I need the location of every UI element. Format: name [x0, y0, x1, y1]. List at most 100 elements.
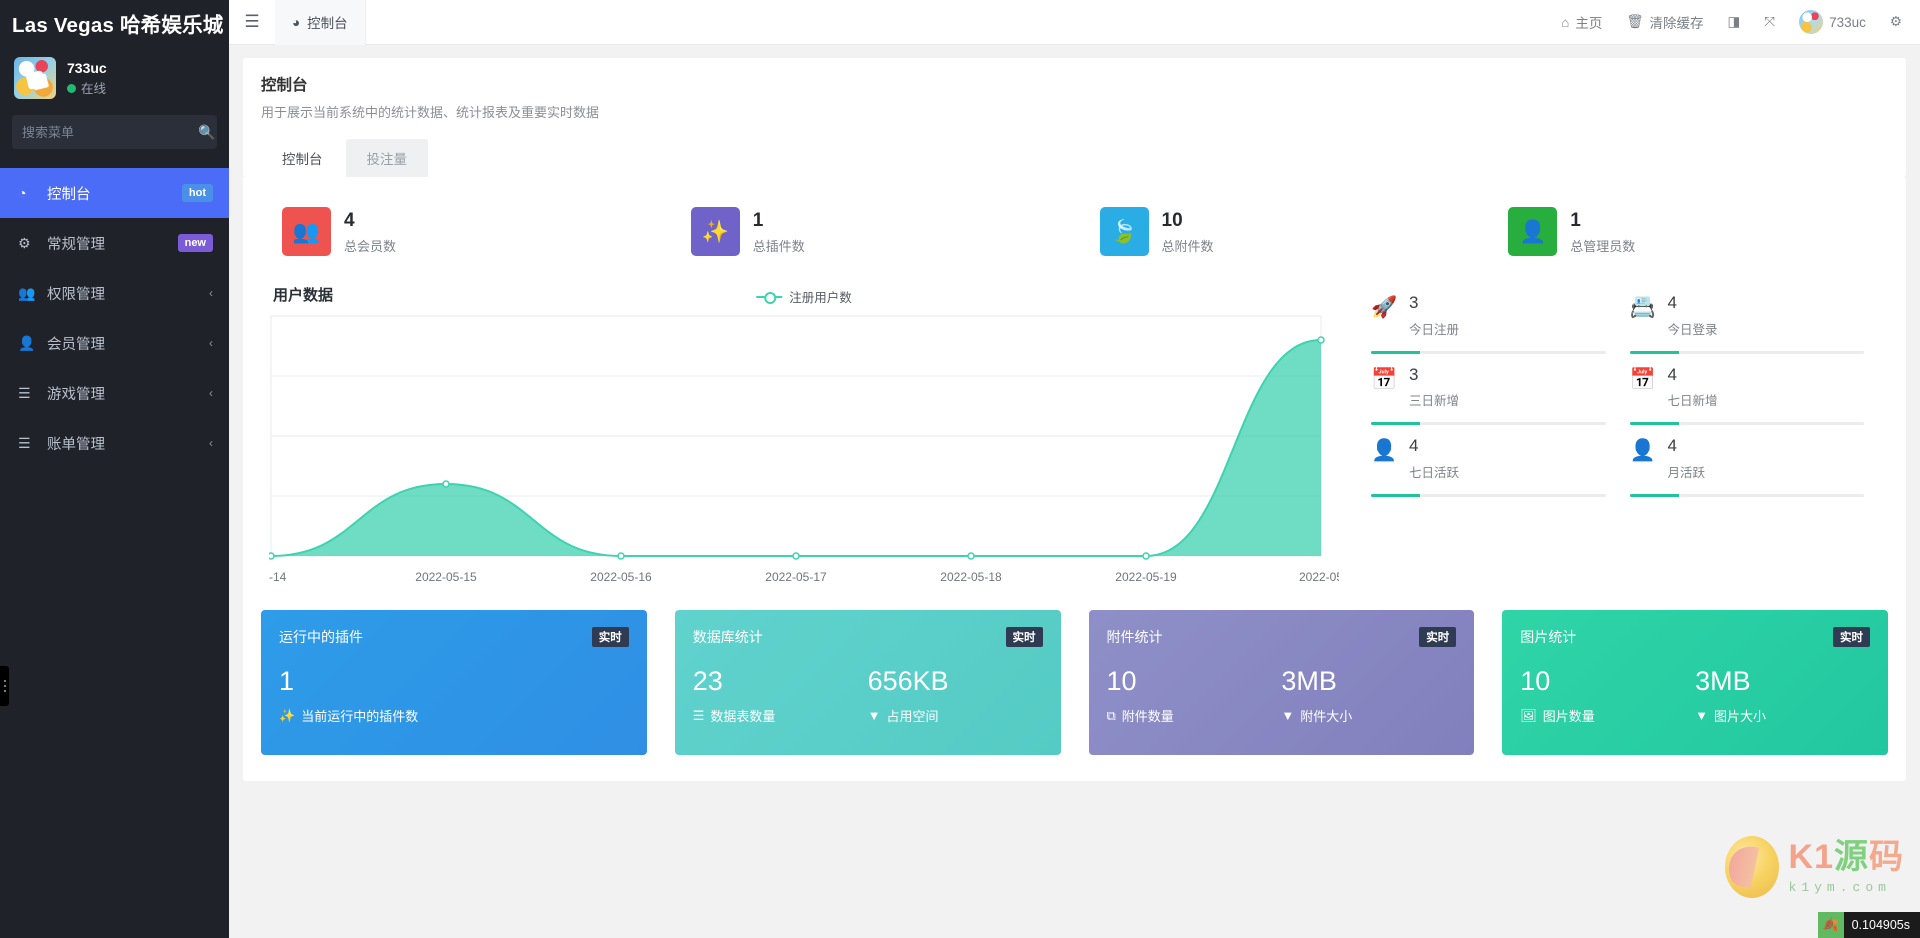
side-stat-progress	[1629, 494, 1864, 498]
side-stat-4[interactable]: 📅 4 七日新增	[1624, 354, 1883, 426]
cogs-icon: ⚙	[18, 234, 31, 251]
user-data-chart[interactable]: 用户数据 注册用户数	[269, 278, 1339, 568]
leaf-icon: 🍂	[1817, 912, 1844, 938]
hamburger-icon[interactable]: ☰	[244, 12, 260, 31]
watermark-cn1: 源	[1834, 838, 1869, 876]
render-timer: 🍂 0.104905s	[1817, 912, 1920, 938]
stat-tile-value: 4	[344, 209, 355, 231]
stat-tile-3[interactable]: 🍃 10 总附件数	[1075, 193, 1484, 270]
chart-legend[interactable]: 注册用户数	[756, 287, 852, 306]
side-stat-value: 3	[1409, 364, 1419, 384]
topbar-item-label: 清除缓存	[1649, 16, 1704, 31]
topbar-tabs: ◕ 控制台	[275, 0, 366, 45]
side-stat-label: 七日活跃	[1409, 466, 1460, 481]
sidebar-drag-handle[interactable]	[0, 666, 9, 706]
page-tab-2[interactable]: 投注量	[345, 139, 428, 177]
sidebar-item-5[interactable]: ☰ 游戏管理 ‹	[0, 368, 229, 418]
profile-status: 在线	[67, 81, 107, 98]
info-card-4[interactable]: 图片统计 实时 10 🖼 图片数量 3MB ▼ 图片大小	[1502, 610, 1888, 755]
side-stat-value: 3	[1409, 293, 1419, 312]
sidebar-item-label: 权限管理	[47, 286, 105, 303]
side-stats-grid: 🚀 3 今日注册 📇 4 今日登录 📅 3 三日新增 📅 4 七日新增 👤 4 七日活跃 👤 4 月活跃	[1365, 282, 1883, 498]
sidebar-item-2[interactable]: ⚙ 常规管理 new	[0, 218, 229, 268]
filter-icon: ▼	[1281, 708, 1295, 724]
stat-tile-label: 总管理员数	[1570, 238, 1636, 254]
trash-icon: 🗑	[1626, 14, 1644, 29]
sidebar: Las Vegas 哈希娱乐城 733uc 在线 🔍 ◔ 控制台 hot ⚙ 常规管理 n…	[0, 0, 229, 938]
sidebar-item-badge: hot	[181, 183, 213, 203]
x-tick-1: 05-14	[269, 570, 287, 584]
chart-title: 用户数据	[273, 287, 334, 304]
avatar	[1799, 10, 1824, 34]
topbar-item-2[interactable]: 🗑 清除缓存	[1626, 12, 1703, 32]
page-card: 控制台 用于展示当前系统中的统计数据、统计报表及重要实时数据 控制台 投注量	[243, 58, 1906, 177]
sidebar-item-6[interactable]: ☰ 账单管理 ‹	[0, 418, 229, 468]
topbar-item-4[interactable]: ⤧	[1764, 14, 1775, 30]
side-stat-3[interactable]: 📅 3 三日新增	[1365, 354, 1624, 426]
id-card-icon: 📇	[1629, 296, 1656, 319]
info-card-metric: 1 ✨ 当前运行中的插件数	[279, 667, 454, 725]
nav-tab-dashboard[interactable]: ◕ 控制台	[275, 0, 366, 45]
search-icon[interactable]: 🔍	[198, 123, 216, 140]
gear-icon: ⚙	[1889, 14, 1902, 29]
info-card-1[interactable]: 运行中的插件 实时 1 ✨ 当前运行中的插件数	[261, 610, 647, 755]
info-card-2[interactable]: 数据库统计 实时 23 ☰ 数据表数量 656KB ▼ 占用空间	[674, 610, 1061, 755]
info-card-value: 10	[1106, 666, 1137, 696]
chevron-right-icon: ‹	[209, 336, 213, 350]
side-stat-1[interactable]: 🚀 3 今日注册	[1365, 282, 1624, 354]
side-stat-5[interactable]: 👤 4 七日活跃	[1365, 425, 1624, 498]
side-stat-value: 4	[1667, 364, 1677, 384]
magic-icon: ✨	[279, 707, 296, 723]
sidebar-menu: ◔ 控制台 hot ⚙ 常规管理 new 👥 权限管理 ‹ 👤 会员管理 ‹ ☰ 游戏管理 ‹ ☰ 账单管理 ‹	[0, 168, 229, 468]
sidebar-item-label: 账单管理	[47, 436, 105, 453]
chart-svg	[269, 315, 1325, 560]
topbar-item-3[interactable]: ◨	[1728, 14, 1741, 30]
sidebar-item-label: 控制台	[47, 186, 91, 203]
calendar-plus-icon: 📅	[1629, 367, 1656, 391]
clone-icon: ⧉	[1106, 707, 1116, 723]
topbar-item-label: 主页	[1575, 16, 1603, 31]
realtime-badge: 实时	[1833, 627, 1870, 647]
info-card-metric: 3MB ▼ 附件大小	[1281, 667, 1456, 725]
realtime-badge: 实时	[1419, 627, 1457, 647]
filter-icon: ▼	[1695, 708, 1708, 724]
side-stat-6[interactable]: 👤 4 月活跃	[1624, 425, 1883, 498]
side-stat-progress	[1371, 494, 1606, 498]
side-stat-progress	[1629, 350, 1864, 354]
side-stat-label: 三日新增	[1409, 394, 1460, 409]
stat-tile-4[interactable]: 👤 1 总管理员数	[1483, 193, 1892, 270]
search-input[interactable]	[22, 124, 198, 140]
topbar-item-6[interactable]: ⚙	[1890, 14, 1902, 30]
info-card-value: 23	[692, 666, 723, 696]
sidebar-profile[interactable]: 733uc 在线	[0, 45, 229, 111]
info-card-title: 图片统计	[1520, 629, 1577, 645]
filter-icon: ▼	[867, 708, 881, 724]
stat-tile-1[interactable]: 👥 4 总会员数	[257, 193, 666, 270]
sidebar-item-4[interactable]: 👤 会员管理 ‹	[0, 318, 229, 368]
stat-tiles: 👥 4 总会员数 ✨ 1 总插件数 🍃 10 总附件数 👤 1 总管理员数	[257, 193, 1892, 270]
legend-marker-icon	[756, 291, 783, 304]
side-stat-label: 今日登录	[1667, 322, 1718, 337]
avatar	[14, 57, 56, 99]
topbar-item-1[interactable]: ⌂ 主页	[1561, 12, 1602, 32]
info-card-value: 656KB	[867, 666, 949, 696]
stat-tile-2[interactable]: ✨ 1 总插件数	[666, 193, 1075, 270]
content-area: 控制台 用于展示当前系统中的统计数据、统计报表及重要实时数据 控制台 投注量 👥 4…	[229, 45, 1920, 938]
watermark: K1源码 k1ym.com	[1724, 836, 1904, 898]
info-card-value: 1	[279, 666, 295, 696]
sidebar-item-3[interactable]: 👥 权限管理 ‹	[0, 268, 229, 318]
side-stat-2[interactable]: 📇 4 今日登录	[1624, 282, 1883, 354]
user-circle-icon: 👤	[1371, 439, 1398, 463]
profile-username: 733uc	[67, 59, 107, 76]
page-tab-1[interactable]: 控制台	[261, 139, 344, 177]
side-stat-label: 七日新增	[1667, 394, 1718, 409]
legend-label: 注册用户数	[789, 291, 852, 305]
sidebar-item-1[interactable]: ◔ 控制台 hot	[0, 168, 229, 218]
watermark-logo-icon	[1724, 836, 1779, 898]
x-tick-2: 2022-05-15	[415, 570, 477, 584]
topbar-item-label: 733uc	[1829, 14, 1866, 30]
topbar-item-5[interactable]: 733uc	[1799, 10, 1866, 34]
info-card-3[interactable]: 附件统计 实时 10 ⧉ 附件数量 3MB ▼ 附件大小	[1088, 610, 1475, 755]
info-card-title: 附件统计	[1106, 629, 1163, 645]
realtime-badge: 实时	[1005, 627, 1043, 647]
